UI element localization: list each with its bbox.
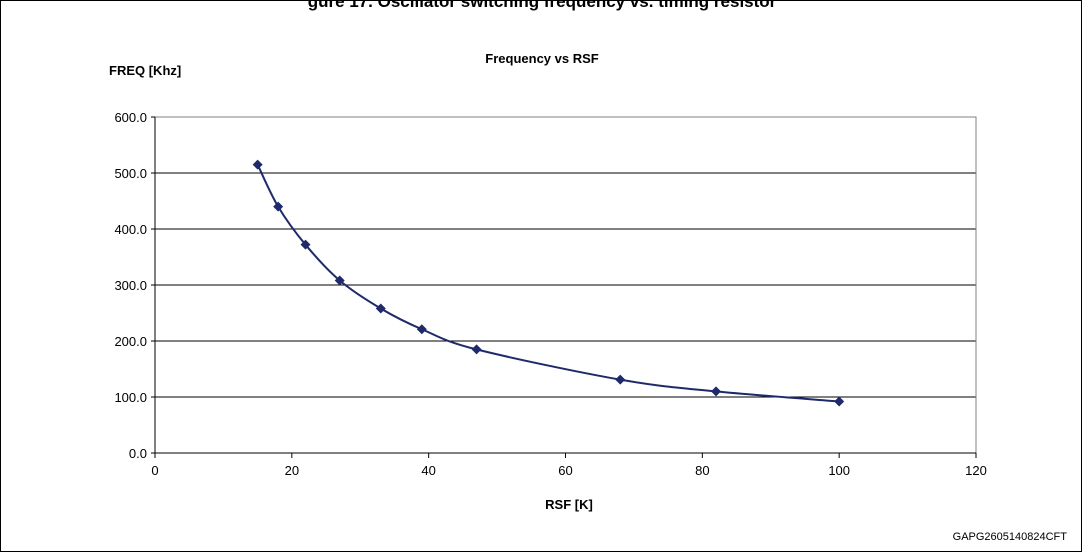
grid-lines — [155, 116, 976, 398]
x-tick-label: 80 — [695, 463, 709, 478]
chart-title: Frequency vs RSF — [485, 51, 598, 66]
data-point — [375, 303, 386, 314]
x-tick-label: 0 — [151, 463, 158, 478]
series-line — [256, 164, 840, 403]
data-point — [416, 324, 427, 335]
x-tick-label: 20 — [285, 463, 299, 478]
data-point — [615, 374, 626, 385]
data-point — [834, 396, 845, 407]
x-tick-label: 120 — [965, 463, 987, 478]
data-point — [273, 201, 284, 212]
figure-caption-clipped: gure 17. Oscillator switching frequency … — [307, 0, 777, 11]
figure-source-code: GAPG2605140824CFT — [952, 531, 1067, 543]
y-tick-label: 100.0 — [114, 390, 147, 405]
x-tick-label: 40 — [421, 463, 435, 478]
axes — [151, 116, 977, 458]
y-axis-label: FREQ [Khz] — [109, 63, 181, 78]
y-tick-label: 500.0 — [114, 166, 147, 181]
y-tick-label: 300.0 — [114, 278, 147, 293]
x-tick-label: 60 — [558, 463, 572, 478]
data-point — [252, 159, 263, 170]
x-tick-label: 100 — [828, 463, 850, 478]
y-tick-label: 600.0 — [114, 110, 147, 125]
data-point — [711, 386, 722, 397]
data-markers — [252, 159, 845, 407]
y-tick-labels: 0.0 100.0 200.0 300.0 400.0 500.0 600.0 — [114, 110, 147, 461]
y-tick-label: 0.0 — [129, 446, 147, 461]
y-tick-label: 400.0 — [114, 222, 147, 237]
y-tick-label: 200.0 — [114, 334, 147, 349]
x-axis-label: RSF [K] — [545, 497, 593, 512]
data-point — [300, 239, 311, 250]
data-point — [471, 344, 482, 355]
x-tick-labels: 0 20 40 60 80 100 120 — [151, 463, 986, 478]
data-point — [334, 275, 345, 286]
